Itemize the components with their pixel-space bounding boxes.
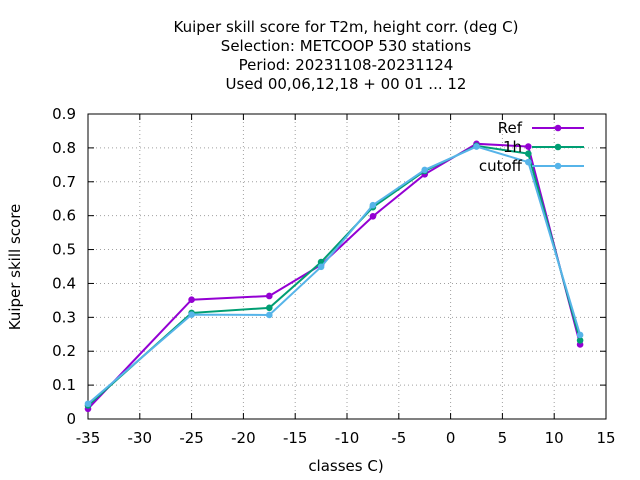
y-tick-label: 0.4	[52, 274, 76, 292]
y-axis-label: Kuiper skill score	[6, 204, 24, 331]
title-line-2: Selection: METCOOP 530 stations	[221, 37, 472, 55]
data-point-cutoff	[525, 158, 532, 166]
data-point-Ref	[266, 292, 273, 300]
y-tick-label: 0.5	[52, 241, 76, 259]
legend-label-1h: 1h	[503, 138, 522, 156]
y-tick-label: 0.3	[52, 308, 76, 326]
data-point-1h	[576, 337, 584, 344]
data-point-cutoff	[266, 311, 273, 319]
series-line-cutoff	[87, 145, 582, 405]
grid	[88, 114, 606, 419]
x-tick-label: -5	[391, 429, 406, 447]
data-point-Ref	[525, 143, 532, 150]
y-tick-label: 0.2	[52, 342, 76, 360]
x-tick-label: 15	[596, 429, 615, 447]
legend-label-Ref: Ref	[498, 119, 523, 137]
data-point-1h	[266, 304, 273, 312]
legend-label-cutoff: cutoff	[479, 157, 523, 175]
y-tick-label: 0.6	[52, 207, 76, 225]
data-point-cutoff	[576, 331, 584, 339]
x-tick-label: -25	[179, 429, 204, 447]
y-tick-label: 0.8	[52, 139, 76, 157]
x-tick-label: -20	[231, 429, 256, 447]
data-point-cutoff	[473, 143, 480, 150]
x-tick-label: -35	[76, 429, 101, 447]
x-tick-label: -15	[283, 429, 308, 447]
series-line-Ref	[87, 142, 582, 410]
y-tick-label: 0.1	[52, 376, 76, 394]
data-point-Ref	[188, 296, 195, 304]
data-point-cutoff	[421, 166, 429, 174]
x-axis-label: classes C)	[308, 457, 383, 475]
data-point-1h	[525, 150, 532, 157]
x-tick-label: 0	[446, 429, 456, 447]
x-tick-label: -30	[128, 429, 153, 447]
data-point-cutoff	[317, 263, 325, 271]
series-line-1h	[87, 144, 582, 407]
data-point-Ref	[369, 213, 377, 220]
x-tick-label: 5	[498, 429, 508, 447]
series-group	[84, 140, 584, 413]
x-tick-label: 10	[545, 429, 564, 447]
y-tick-label: 0	[66, 410, 76, 428]
legend-marker-Ref	[554, 124, 562, 132]
legend-marker-cutoff	[554, 162, 562, 170]
legend-marker-1h	[554, 143, 562, 151]
title-line-3: Period: 20231108-20231124	[239, 56, 454, 74]
y-tick-label: 0.7	[52, 173, 76, 191]
title-line-1: Kuiper skill score for T2m, height corr.…	[174, 18, 519, 36]
axis-ticks: -35 -30 -25 -20 -15 -10 -5 0 5 10 15 0 0.1 0.2 0.3 0.4 0…	[52, 105, 615, 447]
title-line-4: Used 00,06,12,18 + 00 01 ... 12	[226, 75, 467, 93]
chart-title: Kuiper skill score for T2m, height corr.…	[174, 18, 519, 93]
data-point-cutoff	[84, 400, 92, 408]
y-tick-label: 0.9	[52, 105, 76, 123]
x-tick-label: -10	[335, 429, 360, 447]
data-point-cutoff	[369, 201, 377, 209]
data-point-cutoff	[188, 311, 195, 318]
